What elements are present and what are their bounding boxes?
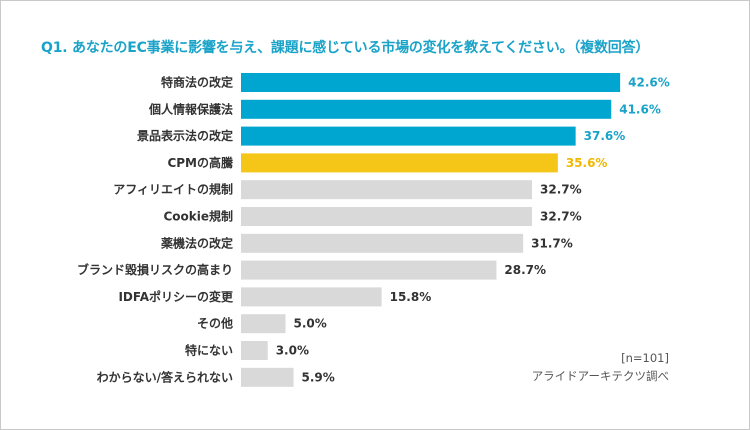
- bar: [241, 73, 621, 92]
- value-label: 32.7%: [540, 210, 582, 224]
- bar: [241, 341, 268, 360]
- bar: [241, 260, 497, 280]
- category-label: 薬機法の改定: [161, 235, 233, 250]
- category-label: CPMの高騰: [167, 155, 234, 170]
- category-label: その他: [197, 316, 233, 331]
- category-label: 特商法の改定: [161, 75, 233, 90]
- category-label: 景品表示法の改定: [137, 128, 233, 143]
- bar: [241, 99, 612, 119]
- value-label: 42.6%: [628, 76, 670, 90]
- bar: [241, 287, 382, 307]
- category-label: ブランド毀損リスクの高まり: [77, 262, 233, 277]
- value-label: 37.6%: [584, 129, 626, 143]
- source-note: アライドアーキテクツ調べ: [531, 369, 669, 383]
- bar: [241, 367, 294, 387]
- category-label: アフィリエイトの規制: [113, 182, 233, 197]
- value-label: 5.0%: [294, 317, 327, 331]
- bar: [241, 126, 576, 146]
- value-label: 32.7%: [540, 183, 582, 197]
- category-label: 個人情報保護法: [148, 101, 233, 116]
- bar: [241, 314, 286, 334]
- value-label: 15.8%: [390, 290, 432, 304]
- bar: [241, 207, 533, 226]
- category-label: Cookie規制: [163, 209, 233, 224]
- sample-size-note: [n=101]: [621, 351, 669, 365]
- value-label: 28.7%: [504, 263, 546, 277]
- value-label: 41.6%: [619, 102, 661, 116]
- value-label: 35.6%: [566, 156, 608, 170]
- bar: [241, 153, 558, 173]
- value-label: 3.0%: [276, 344, 309, 358]
- value-label: 31.7%: [531, 236, 573, 250]
- value-label: 5.9%: [302, 370, 335, 384]
- bar: [241, 233, 524, 253]
- category-label: 特にない: [185, 343, 233, 358]
- bar: [241, 180, 533, 200]
- category-label: わからない/答えられない: [97, 369, 233, 384]
- chart-title: Q1. あなたのEC事業に影響を与え、課題に感じている市場の変化を教えてください…: [41, 40, 650, 56]
- category-label: IDFAポリシーの変更: [118, 289, 234, 304]
